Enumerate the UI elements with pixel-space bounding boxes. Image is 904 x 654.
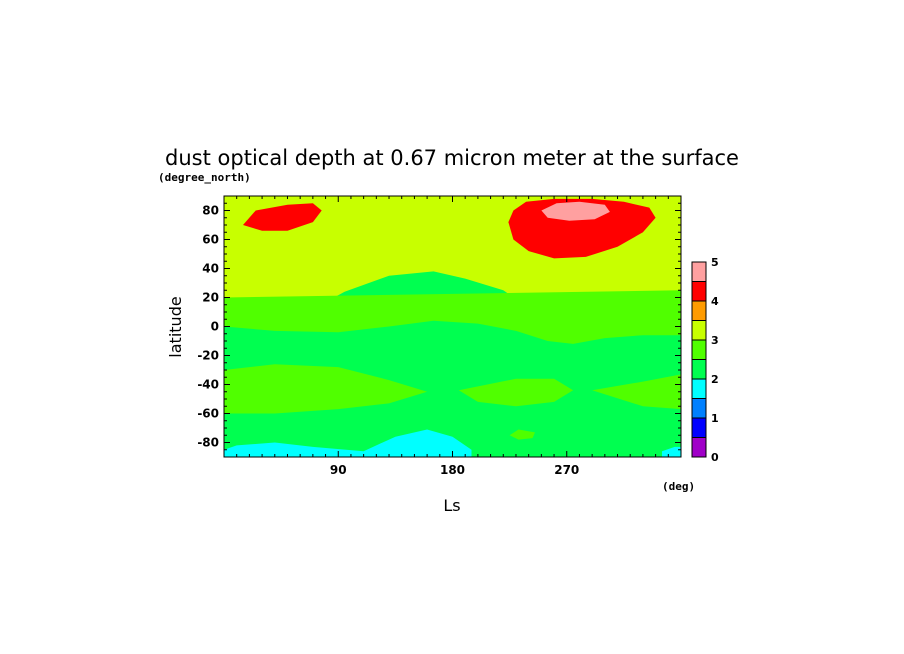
colorbar-swatch	[691, 339, 707, 360]
colorbar-swatch	[691, 398, 707, 419]
colorbar-swatch	[691, 281, 707, 302]
colorbar-swatch	[691, 300, 707, 321]
colorbar-tick-label: 1	[711, 412, 719, 425]
colorbar-tick-label: 4	[711, 295, 719, 308]
y-tick-label: -20	[197, 349, 219, 363]
colorbar-tick-label: 5	[711, 256, 719, 269]
y-axis-label: latitude	[166, 296, 185, 357]
y-tick-label: -80	[197, 436, 219, 450]
contour-region-7	[224, 429, 472, 457]
y-tick-label: 60	[202, 233, 219, 247]
colorbar-tick-label: 2	[711, 373, 719, 386]
contour-region-10	[243, 203, 322, 231]
x-tick-label: 180	[440, 463, 465, 477]
x-axis-ticks: 90 180 270	[236, 196, 669, 477]
contour-region-8	[662, 446, 681, 457]
y-tick-label: 20	[202, 291, 219, 305]
chart-title: dust optical depth at 0.67 micron meter …	[165, 146, 739, 170]
contour-region-12	[541, 201, 610, 221]
x-tick-label: 270	[554, 463, 579, 477]
contour-region-5	[592, 374, 681, 410]
contour-region-3	[224, 364, 428, 414]
colorbar-swatch	[691, 378, 707, 399]
colorbar-swatch	[691, 417, 707, 438]
contour-region-4	[458, 378, 574, 407]
contour-region-6	[224, 290, 681, 344]
y-tick-label: -40	[197, 378, 219, 392]
colorbar-swatch	[691, 261, 707, 282]
contour-region-9	[509, 429, 535, 440]
y-axis-ticks: 80 60 40 20 0 -20 -40 -60 -80	[197, 195, 681, 458]
y-tick-label: 40	[202, 262, 219, 276]
colorbar-tick-label: 0	[711, 451, 719, 464]
y-tick-label: 80	[202, 204, 219, 218]
plot-area	[224, 196, 681, 457]
colorbar-swatch	[691, 320, 707, 341]
colorbar-swatch	[691, 437, 707, 458]
y-unit-label: (degree_north)	[158, 171, 251, 184]
colorbar-tick-label: 3	[711, 334, 719, 347]
colorbar-swatch	[691, 359, 707, 380]
y-tick-label: -60	[197, 407, 219, 421]
x-axis-label: Ls	[443, 496, 460, 515]
colorbar: 0 1 2 3 4 5	[691, 256, 719, 464]
x-tick-label: 90	[330, 463, 347, 477]
x-unit-label: (deg)	[662, 480, 695, 493]
y-tick-label: 0	[211, 320, 219, 334]
